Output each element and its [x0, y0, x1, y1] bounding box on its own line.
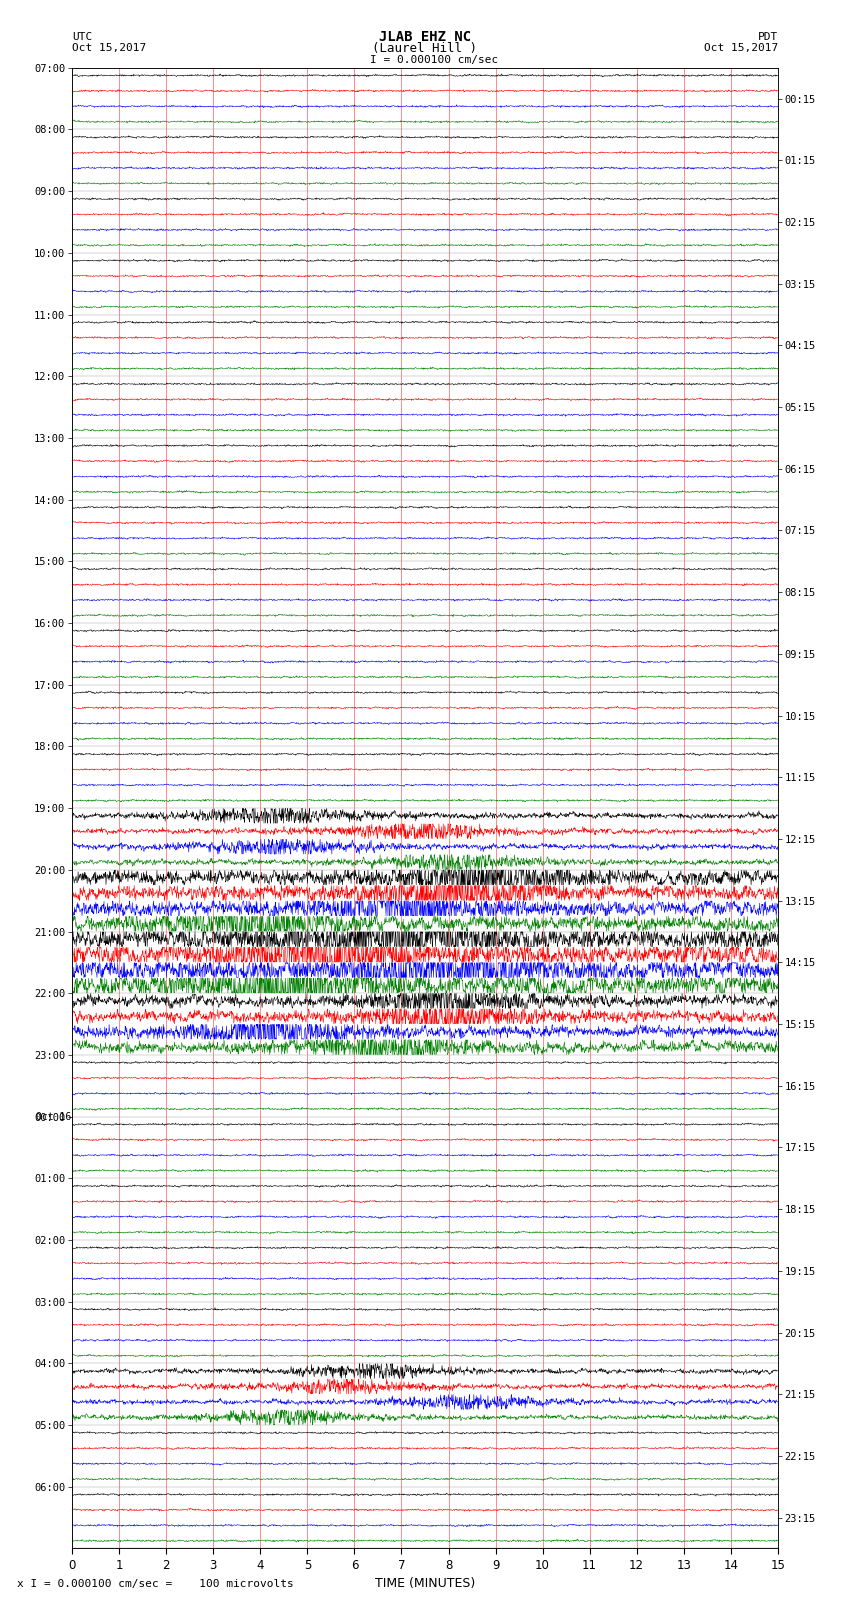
- Text: Oct 15,2017: Oct 15,2017: [72, 44, 146, 53]
- Text: JLAB EHZ NC: JLAB EHZ NC: [379, 31, 471, 44]
- Text: (Laurel Hill ): (Laurel Hill ): [372, 42, 478, 55]
- Text: Oct 15,2017: Oct 15,2017: [704, 44, 778, 53]
- Text: PDT: PDT: [757, 32, 778, 42]
- Text: x I = 0.000100 cm/sec =    100 microvolts: x I = 0.000100 cm/sec = 100 microvolts: [17, 1579, 294, 1589]
- Text: UTC: UTC: [72, 32, 93, 42]
- Text: Oct 16: Oct 16: [37, 1111, 71, 1121]
- Text: I = 0.000100 cm/sec: I = 0.000100 cm/sec: [370, 55, 498, 65]
- X-axis label: TIME (MINUTES): TIME (MINUTES): [375, 1578, 475, 1590]
